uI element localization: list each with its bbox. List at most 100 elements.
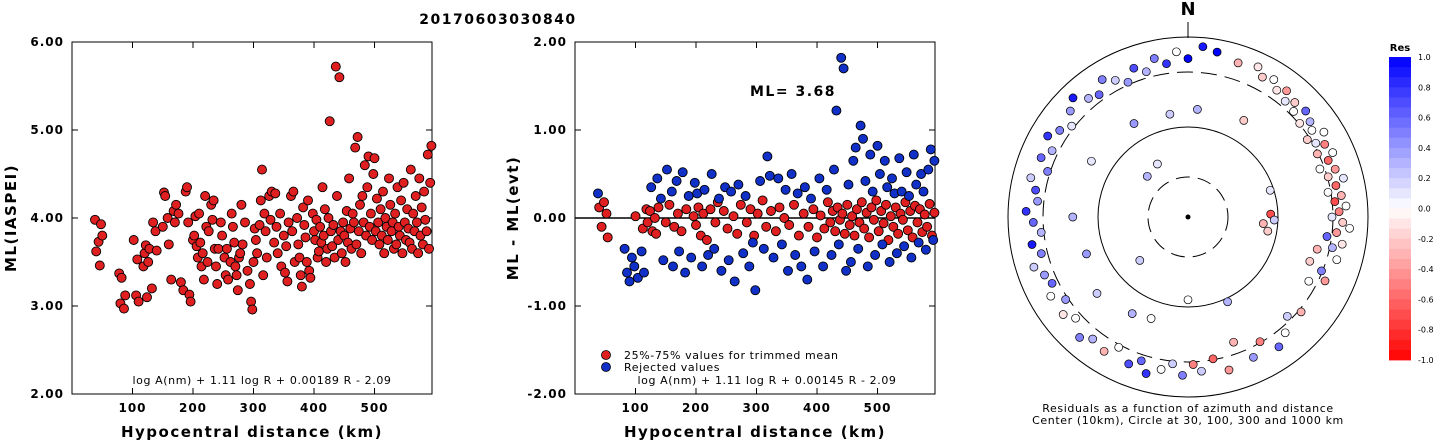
left-data-point	[236, 199, 247, 210]
ring-100km	[1097, 126, 1279, 308]
left-data-point	[356, 248, 367, 259]
left-data-point	[203, 226, 214, 237]
left-data-point	[408, 208, 419, 219]
legend-marker-trimmed	[601, 350, 611, 360]
middle-data-point	[646, 182, 657, 193]
station-marker	[1323, 172, 1333, 182]
middle-data-point	[851, 204, 862, 215]
middle-data-point	[697, 261, 708, 272]
station-marker	[1319, 127, 1329, 137]
left-data-point	[265, 214, 276, 225]
left-data-point	[405, 164, 416, 175]
middle-data-point	[741, 217, 752, 228]
station-marker	[1165, 109, 1175, 119]
middle-data-point	[735, 199, 746, 210]
colorbar-cell	[1389, 168, 1411, 179]
middle-points	[593, 52, 940, 296]
colorbar-tick-label: 0.8	[1418, 83, 1431, 92]
station-marker	[1061, 295, 1070, 304]
station-marker	[1183, 295, 1193, 305]
left-data-point	[330, 61, 341, 72]
middle-data-point	[658, 255, 669, 266]
station-marker	[1124, 359, 1134, 369]
left-data-point	[217, 230, 228, 241]
left-data-point	[301, 257, 312, 267]
left-data-point	[232, 285, 243, 296]
left-data-point	[282, 276, 293, 287]
station-marker	[1068, 93, 1078, 103]
left-data-point	[97, 230, 108, 241]
middle-data-point	[732, 228, 743, 239]
station-marker	[1320, 276, 1330, 286]
middle-data-point	[853, 243, 864, 254]
left-data-point	[390, 208, 401, 219]
left-data-point	[91, 246, 102, 257]
middle-data-point	[803, 221, 814, 232]
middle-data-point	[718, 206, 729, 216]
left-data-point	[352, 132, 363, 142]
middle-data-point	[913, 237, 924, 248]
station-marker	[1026, 173, 1036, 183]
middle-data-point	[894, 153, 905, 164]
middle-data-point	[639, 267, 649, 278]
middle-data-point	[745, 204, 756, 215]
middle-data-point	[779, 213, 790, 223]
station-marker	[1068, 212, 1078, 222]
middle-data-point	[655, 193, 666, 204]
middle-data-point	[864, 232, 875, 243]
station-marker	[1258, 72, 1267, 82]
middle-data-point	[877, 239, 888, 250]
station-marker	[1136, 356, 1146, 366]
station-marker	[1198, 42, 1208, 52]
middle-data-point	[929, 155, 940, 166]
left-data-point	[272, 248, 283, 259]
left-data-point	[132, 254, 143, 265]
left-data-point	[213, 243, 224, 254]
middle-data-point	[929, 207, 940, 218]
middle-data-point	[826, 250, 837, 260]
middle-data-point	[636, 246, 647, 257]
station-marker	[1212, 47, 1222, 57]
station-marker	[1162, 59, 1171, 69]
left-data-point	[269, 237, 280, 248]
left-data-point	[235, 248, 246, 259]
station-marker	[1330, 197, 1340, 206]
left-data-point	[373, 217, 384, 228]
left-data-point	[313, 246, 324, 257]
left-data-point	[148, 217, 159, 228]
middle-data-point	[660, 217, 671, 228]
station-marker	[1046, 291, 1056, 301]
left-data-point	[293, 239, 304, 250]
middle-data-point	[766, 206, 776, 216]
middle-data-point	[747, 237, 758, 248]
middle-data-point	[738, 248, 749, 259]
left-data-point	[280, 267, 290, 278]
station-marker	[1282, 311, 1292, 321]
station-marker	[1033, 196, 1042, 206]
middle-data-point	[626, 252, 637, 263]
middle-data-point	[924, 198, 935, 209]
middle-x-tick-label: 100	[621, 401, 649, 415]
station-marker	[1258, 219, 1268, 228]
left-data-point	[397, 248, 408, 259]
left-data-point	[315, 221, 326, 232]
station-marker	[1249, 352, 1258, 362]
middle-data-point	[925, 144, 936, 155]
middle-x-ticks: 100 200 300 400 500	[621, 42, 891, 415]
left-data-point	[318, 230, 329, 241]
colorbar-tick-label: 1.0	[1418, 53, 1431, 62]
middle-data-point	[757, 195, 768, 206]
colorbar-ticks: 1.0 0.8 0.6 0.4 0.2 0.0 -0.2 -0.4 -0.6 -0.8 -1.0	[1418, 53, 1434, 365]
middle-data-point	[780, 184, 791, 195]
station-marker	[1290, 98, 1300, 107]
middle-data-point	[689, 177, 700, 188]
left-data-point	[419, 186, 430, 197]
middle-data-point	[709, 243, 720, 254]
station-marker	[1341, 201, 1351, 211]
station-marker	[1265, 185, 1275, 195]
middle-formula: log A(nm) + 1.11 log R + 0.00145 R - 2.0…	[637, 374, 896, 387]
middle-data-point	[878, 218, 889, 229]
middle-data-point	[808, 204, 819, 215]
left-data-point	[359, 160, 370, 171]
left-data-point	[292, 213, 303, 223]
